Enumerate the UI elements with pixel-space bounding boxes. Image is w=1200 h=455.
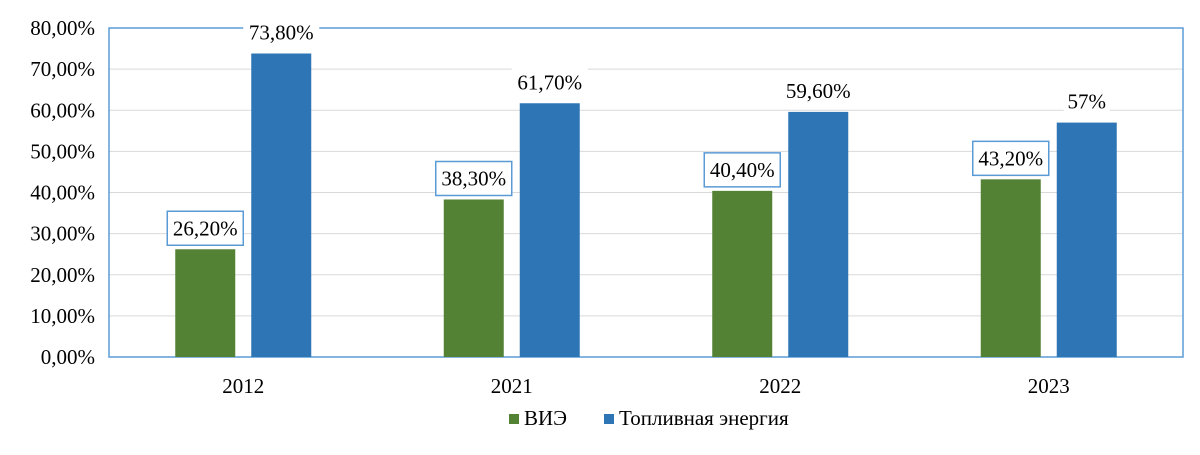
x-tick-label: 2022 <box>759 374 801 398</box>
legend-label: Топливная энергия <box>619 406 789 430</box>
y-tick-label: 30,00% <box>30 222 95 246</box>
x-tick-label: 2012 <box>222 374 264 398</box>
bar-vie-2021 <box>443 199 504 357</box>
y-tick-label: 20,00% <box>30 263 95 287</box>
data-label-box <box>435 160 513 197</box>
y-tick-label: 60,00% <box>30 98 95 122</box>
data-label-box <box>166 210 244 247</box>
bar-vie-2022 <box>712 190 773 357</box>
y-tick-label: 50,00% <box>30 139 95 163</box>
data-label-box <box>243 15 320 50</box>
data-label-box <box>780 73 857 108</box>
legend-swatch <box>604 414 614 424</box>
legend-label: ВИЭ <box>524 406 567 430</box>
x-tick-label: 2021 <box>491 374 533 398</box>
bar-vie-2012 <box>175 249 236 357</box>
y-tick-label: 80,00% <box>30 16 95 40</box>
y-tick-label: 70,00% <box>30 57 95 81</box>
data-label-box <box>511 65 588 100</box>
data-label-box <box>1063 84 1110 119</box>
bar-fuel-2021 <box>519 103 580 357</box>
y-tick-label: 10,00% <box>30 304 95 328</box>
legend-swatch <box>509 414 519 424</box>
data-label: 38,30% <box>441 166 506 190</box>
x-tick-label: 2023 <box>1028 374 1070 398</box>
data-label-box <box>972 140 1050 177</box>
data-label: 57% <box>1068 90 1107 114</box>
bar-vie-2023 <box>980 179 1041 357</box>
bar-fuel-2023 <box>1056 122 1117 358</box>
data-label: 43,20% <box>978 146 1043 170</box>
data-label: 59,60% <box>786 79 851 103</box>
data-label-box <box>703 152 781 188</box>
data-label: 73,80% <box>249 20 314 44</box>
data-label: 61,70% <box>517 70 582 94</box>
bar-fuel-2022 <box>788 111 849 358</box>
plot-frame <box>108 27 1184 358</box>
y-tick-label: 0,00% <box>41 345 95 369</box>
data-label: 40,40% <box>710 158 775 182</box>
y-tick-label: 40,00% <box>30 181 95 205</box>
data-label: 26,20% <box>173 216 238 240</box>
bar-fuel-2012 <box>251 53 312 358</box>
